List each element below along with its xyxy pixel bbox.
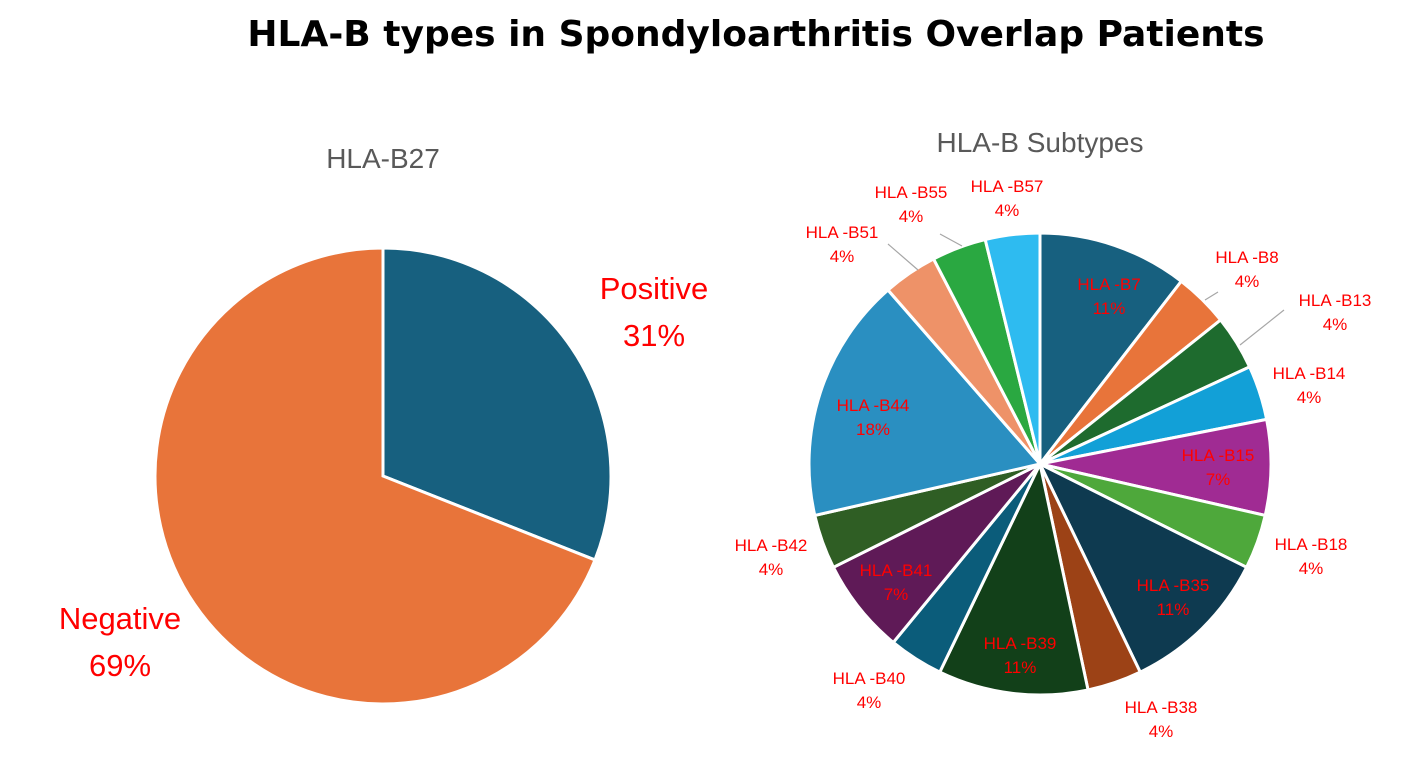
main-title: HLA-B types in Spondyloarthritis Overlap…	[247, 14, 1265, 55]
slice-label-hla-b7: HLA -B7	[1077, 275, 1140, 294]
slice-label-hla-b18: HLA -B18	[1275, 535, 1348, 554]
slice-value-hla-b18: 4%	[1299, 559, 1324, 578]
slice-value-hla-b15: 7%	[1206, 470, 1231, 489]
slice-value-hla-b39: 11%	[1004, 658, 1037, 677]
slice-label-hla-b40: HLA -B40	[833, 669, 906, 688]
pie-slice-hla-b7	[1038, 231, 1184, 469]
slice-value-hla-b14: 4%	[1297, 388, 1322, 407]
pie-slice-hla-b35	[1036, 460, 1249, 675]
slice-label-hla-b35: HLA -B35	[1137, 576, 1210, 595]
slice-value-hla-b38: 4%	[1149, 722, 1174, 741]
slice-value-hla-b7: 11%	[1093, 299, 1126, 318]
pie-slice-hla-b57	[983, 231, 1042, 465]
slice-value-hla-b8: 4%	[1235, 272, 1260, 291]
slice-label-hla-b41: HLA -B41	[860, 561, 933, 580]
slice-value-positive: 31%	[623, 318, 685, 353]
slice-value-hla-b13: 4%	[1323, 315, 1348, 334]
slice-value-hla-b35: 11%	[1157, 600, 1190, 619]
slice-value-hla-b44: 18%	[856, 420, 890, 439]
leader-line-hla-b51	[887, 243, 919, 271]
slice-value-hla-b40: 4%	[857, 693, 882, 712]
pie-slice-hla-b44	[807, 287, 1043, 518]
slice-label-hla-b42: HLA -B42	[735, 536, 808, 555]
leader-line-hla-b55	[939, 233, 963, 247]
slice-label-hla-b57: HLA -B57	[971, 177, 1044, 196]
slice-label-hla-b14: HLA -B14	[1273, 364, 1346, 383]
pie-slice-positive	[381, 246, 613, 562]
slice-label-hla-b44: HLA -B44	[837, 396, 910, 415]
slice-label-hla-b8: HLA -B8	[1215, 248, 1278, 267]
slice-label-hla-b13: HLA -B13	[1299, 291, 1372, 310]
slice-label-hla-b39: HLA -B39	[984, 634, 1057, 653]
slice-value-hla-b51: 4%	[830, 247, 855, 266]
pie-title-hla-b27: HLA-B27	[326, 143, 440, 174]
slice-value-negative: 69%	[89, 648, 151, 683]
slice-label-hla-b15: HLA -B15	[1182, 446, 1255, 465]
slice-label-hla-b55: HLA -B55	[875, 183, 948, 202]
slice-value-hla-b41: 7%	[884, 585, 909, 604]
pie-slice-hla-b39	[937, 459, 1090, 697]
slice-label-hla-b51: HLA -B51	[806, 223, 879, 242]
pie-title-hla-b-subtypes: HLA-B Subtypes	[937, 127, 1144, 158]
pie-chart-hla-b27: HLA-B27 Positive 31% Negative 69%	[59, 143, 709, 706]
pie-slice-negative	[153, 246, 597, 706]
slice-label-hla-b38: HLA -B38	[1125, 698, 1198, 717]
pie-chart-hla-b-subtypes: HLA-B Subtypes HLA -B7 11% HLA -B8 4% HLA -B1…	[735, 127, 1372, 741]
leader-line-hla-b8	[1204, 291, 1219, 301]
slice-value-hla-b55: 4%	[899, 207, 924, 226]
slice-label-positive: Positive	[600, 271, 709, 306]
slice-value-hla-b42: 4%	[759, 560, 784, 579]
slice-label-negative: Negative	[59, 601, 181, 636]
leader-line-hla-b13	[1239, 309, 1285, 346]
slice-value-hla-b57: 4%	[995, 201, 1020, 220]
